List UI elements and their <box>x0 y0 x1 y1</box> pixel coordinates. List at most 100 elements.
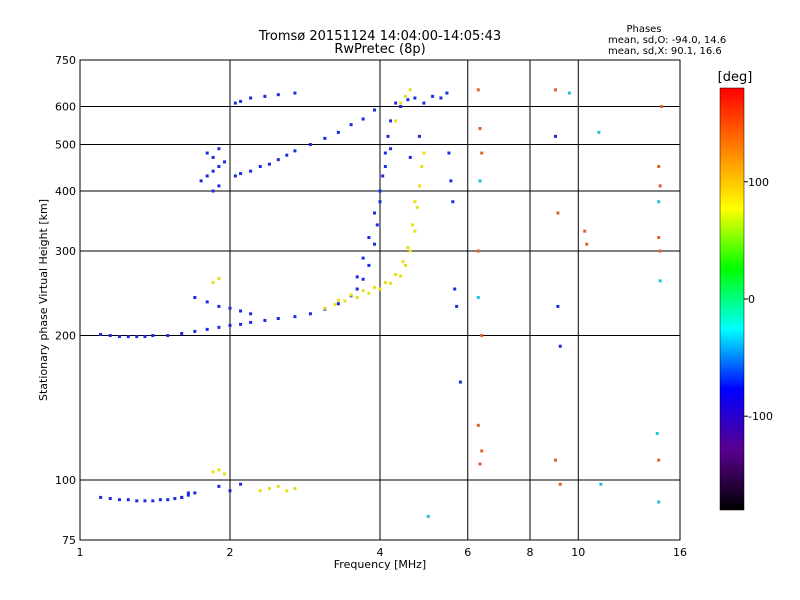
series-0-point <box>361 277 365 281</box>
series-0-point <box>117 498 121 502</box>
series-0-point <box>293 91 297 95</box>
series-0-point <box>239 322 243 326</box>
series-0-point <box>99 495 103 499</box>
series-2-point <box>585 242 589 246</box>
series-3-point <box>655 432 659 436</box>
series-1-point <box>293 487 297 491</box>
series-0-point <box>211 169 215 173</box>
series-0-point <box>233 101 237 105</box>
series-1-point <box>406 246 410 250</box>
y-tick-label: 300 <box>55 245 76 258</box>
series-0-point <box>375 223 379 227</box>
series-2-point <box>480 151 484 155</box>
colorbar-label: [deg] <box>718 70 753 85</box>
series-0-point <box>431 94 435 98</box>
series-0-point <box>263 318 267 322</box>
series-1-point <box>399 274 403 278</box>
series-0-point <box>117 335 121 339</box>
series-3-point <box>657 200 661 204</box>
colorbar-ticks: 100 0 -100 <box>744 176 773 423</box>
series-1-point <box>367 291 371 295</box>
series-0-point <box>258 164 262 168</box>
data-points <box>99 88 664 518</box>
series-1-point <box>343 299 347 303</box>
chart-subtitle: RwPretec (8p) <box>334 42 425 57</box>
series-0-point <box>217 147 221 151</box>
y-axis-ticks: 75 100 200 300 400 500 600 750 <box>55 54 76 547</box>
series-2-point <box>556 211 560 215</box>
series-0-point <box>108 497 112 501</box>
series-0-point <box>383 164 387 168</box>
series-0-point <box>451 200 455 204</box>
stats-line-o: mean, sd,O: -94.0, 14.6 <box>608 35 726 46</box>
series-1-point <box>223 472 227 476</box>
y-axis-label: Stationary phase Virtual Height [km] <box>37 199 50 401</box>
series-0-point <box>413 96 417 100</box>
series-2-point <box>658 184 662 188</box>
series-1-point <box>422 151 426 155</box>
series-0-point <box>228 306 232 310</box>
series-1-point <box>285 489 289 493</box>
series-1-point <box>411 223 415 227</box>
series-2-point <box>558 482 562 486</box>
series-1-point <box>413 200 417 204</box>
series-0-point <box>217 484 221 488</box>
series-0-point <box>355 275 359 279</box>
series-0-point <box>239 309 243 313</box>
series-1-point <box>413 229 417 233</box>
series-0-point <box>249 320 253 324</box>
series-2-point <box>657 236 661 240</box>
series-1-point <box>276 484 280 488</box>
series-1-point <box>349 293 353 297</box>
x-axis-ticks: 1 2 4 6 8 10 16 <box>77 546 688 559</box>
series-0-point <box>293 315 297 319</box>
series-0-point <box>361 256 365 260</box>
plot-frame <box>79 59 681 541</box>
series-0-point <box>349 123 353 127</box>
series-0-point <box>199 179 203 183</box>
series-0-point <box>553 134 557 138</box>
series-0-point <box>399 105 403 109</box>
series-1-point <box>415 205 419 209</box>
series-3-point <box>478 179 482 183</box>
series-0-point <box>381 174 385 178</box>
x-tick-label: 16 <box>673 546 687 559</box>
series-0-point <box>186 493 190 497</box>
series-0-point <box>217 304 221 308</box>
series-0-point <box>447 151 451 155</box>
series-0-point <box>406 98 410 102</box>
series-0-point <box>228 323 232 327</box>
y-tick-label: 100 <box>55 474 76 487</box>
series-0-point <box>422 101 426 105</box>
stats-line-x: mean, sd,X: 90.1, 16.6 <box>608 46 722 57</box>
series-3-point <box>657 500 661 504</box>
series-3-point <box>658 279 662 283</box>
series-2-point <box>553 458 557 462</box>
series-0-point <box>293 149 297 153</box>
y-tick-label: 750 <box>55 54 76 67</box>
series-0-point <box>180 495 184 499</box>
series-2-point <box>658 249 662 253</box>
series-0-point <box>373 211 377 215</box>
series-1-point <box>408 88 412 92</box>
series-0-point <box>217 184 221 188</box>
series-1-point <box>389 281 393 285</box>
series-0-point <box>373 242 377 246</box>
series-0-point <box>556 304 560 308</box>
series-1-point <box>399 101 403 105</box>
series-3-point <box>599 482 603 486</box>
series-0-point <box>458 380 462 384</box>
series-0-point <box>455 304 459 308</box>
series-0-point <box>211 189 215 193</box>
colorbar-tick-label: -100 <box>748 410 773 423</box>
series-0-point <box>166 498 170 502</box>
y-tick-label: 400 <box>55 185 76 198</box>
series-2-point <box>657 164 661 168</box>
series-0-point <box>336 302 340 306</box>
series-0-point <box>276 158 280 162</box>
series-0-point <box>285 153 289 157</box>
series-0-point <box>249 169 253 173</box>
series-2-point <box>480 449 484 453</box>
series-0-point <box>193 491 197 495</box>
series-0-point <box>453 287 457 291</box>
